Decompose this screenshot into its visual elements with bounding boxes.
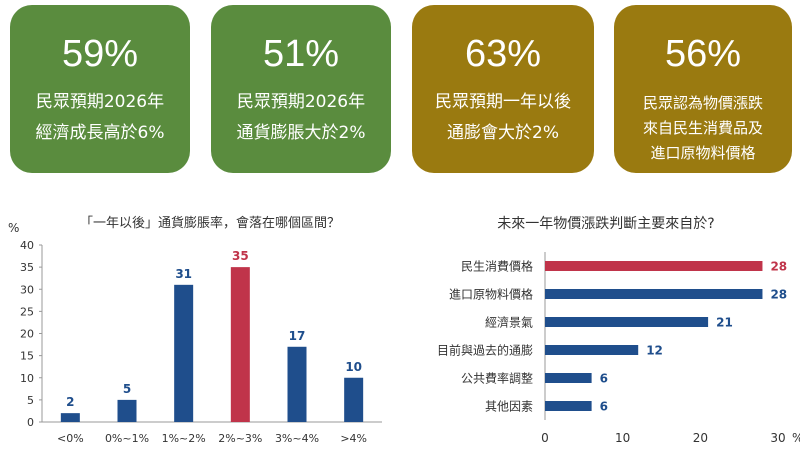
bar bbox=[230, 267, 250, 422]
y-tick-label: 20 bbox=[20, 328, 34, 341]
y-tick-label: 經濟景氣 bbox=[485, 315, 533, 330]
chart-title: 未來一年物價漲跌判斷主要來自於? bbox=[497, 215, 714, 232]
bar-value-label: 35 bbox=[232, 249, 249, 263]
y-tick-label: 進口原物料價格 bbox=[449, 287, 533, 302]
x-tick-label: 0 bbox=[541, 431, 549, 445]
y-tick-label: 目前與過去的通膨 bbox=[437, 343, 533, 358]
y-tick-label: 10 bbox=[20, 372, 34, 385]
price-source-bar-chart: 未來一年物價漲跌判斷主要來自於? 0 10 20 30 28 民生消費價格 28 進口原物料… bbox=[437, 215, 800, 445]
bar-value-label: 10 bbox=[345, 360, 362, 374]
y-tick-label: 35 bbox=[20, 261, 34, 274]
y-tick-label: 0 bbox=[27, 416, 34, 429]
bar bbox=[545, 261, 763, 271]
bar bbox=[545, 401, 592, 411]
y-tick-label: 5 bbox=[27, 394, 34, 407]
x-tick-label: 10 bbox=[615, 431, 630, 445]
bar bbox=[287, 346, 307, 422]
bar-value-label: 17 bbox=[289, 329, 306, 343]
bar bbox=[174, 284, 194, 422]
x-tick-label: <0% bbox=[57, 432, 84, 445]
bar-value-label: 6 bbox=[600, 372, 608, 386]
bar bbox=[545, 289, 763, 299]
y-axis-unit: % bbox=[8, 221, 19, 235]
y-tick-label: 15 bbox=[20, 350, 34, 363]
y-tick-label: 其他因素 bbox=[485, 400, 533, 414]
bar-value-label: 6 bbox=[600, 400, 608, 414]
inflation-range-bar-chart: 「一年以後」通貨膨脹率，會落在哪個區間？ % 0510152025303540 … bbox=[8, 215, 382, 445]
bar bbox=[545, 373, 592, 383]
kpi-card-inflation-2026: 51% 民眾預期2026年 通貨膨脹大於2% bbox=[211, 5, 391, 173]
y-tick-label: 30 bbox=[20, 283, 34, 296]
kpi-card-inflation-next-year: 63% 民眾預期一年以後 通膨會大於2% bbox=[412, 5, 594, 173]
chart-title: 「一年以後」通貨膨脹率，會落在哪個區間？ bbox=[80, 215, 340, 231]
x-tick-label: 2%~3% bbox=[218, 432, 262, 445]
bar bbox=[117, 399, 137, 422]
bar-value-label: 5 bbox=[123, 382, 131, 396]
bar-value-label: 21 bbox=[716, 316, 733, 330]
x-tick-label: 20 bbox=[693, 431, 708, 445]
kpi-card-growth: 59% 民眾預期2026年 經濟成長高於6% bbox=[10, 5, 190, 173]
kpi-card-price-sources: 56% 民眾認為物價漲跌 來自民生消費品及 進口原物料價格 bbox=[614, 5, 792, 173]
bar bbox=[545, 317, 709, 327]
bar-value-label: 2 bbox=[66, 395, 74, 409]
kpi-percentage: 51% bbox=[262, 33, 340, 75]
x-axis-unit: % bbox=[792, 431, 800, 445]
kpi-percentage: 59% bbox=[61, 33, 139, 75]
kpi-description: 民眾認為物價漲跌 來自民生消費品及 進口原物料價格 bbox=[642, 94, 763, 162]
kpi-description: 民眾預期一年以後 通膨會大於2% bbox=[435, 92, 571, 143]
bar-value-label: 28 bbox=[770, 288, 787, 302]
kpi-description: 民眾預期2026年 經濟成長高於6% bbox=[35, 92, 165, 143]
bar-value-label: 31 bbox=[175, 267, 192, 281]
x-tick-label: >4% bbox=[340, 432, 367, 445]
x-tick-label: 1%~2% bbox=[162, 432, 206, 445]
bar-value-label: 28 bbox=[770, 260, 787, 274]
bar-value-label: 12 bbox=[646, 344, 663, 358]
x-tick-label: 0%~1% bbox=[105, 432, 149, 445]
kpi-percentage: 56% bbox=[664, 33, 742, 75]
y-tick-label: 25 bbox=[20, 305, 34, 318]
bar bbox=[344, 377, 364, 422]
bar bbox=[60, 413, 80, 422]
bar bbox=[545, 345, 639, 355]
kpi-percentage: 63% bbox=[464, 33, 542, 75]
x-tick-label: 3%~4% bbox=[275, 432, 319, 445]
kpi-description: 民眾預期2026年 通貨膨脹大於2% bbox=[236, 92, 366, 143]
y-tick-label: 公共費率調整 bbox=[461, 371, 533, 386]
y-tick-label: 40 bbox=[20, 239, 34, 252]
y-tick-label: 民生消費價格 bbox=[461, 259, 533, 274]
x-tick-label: 30 bbox=[770, 431, 785, 445]
